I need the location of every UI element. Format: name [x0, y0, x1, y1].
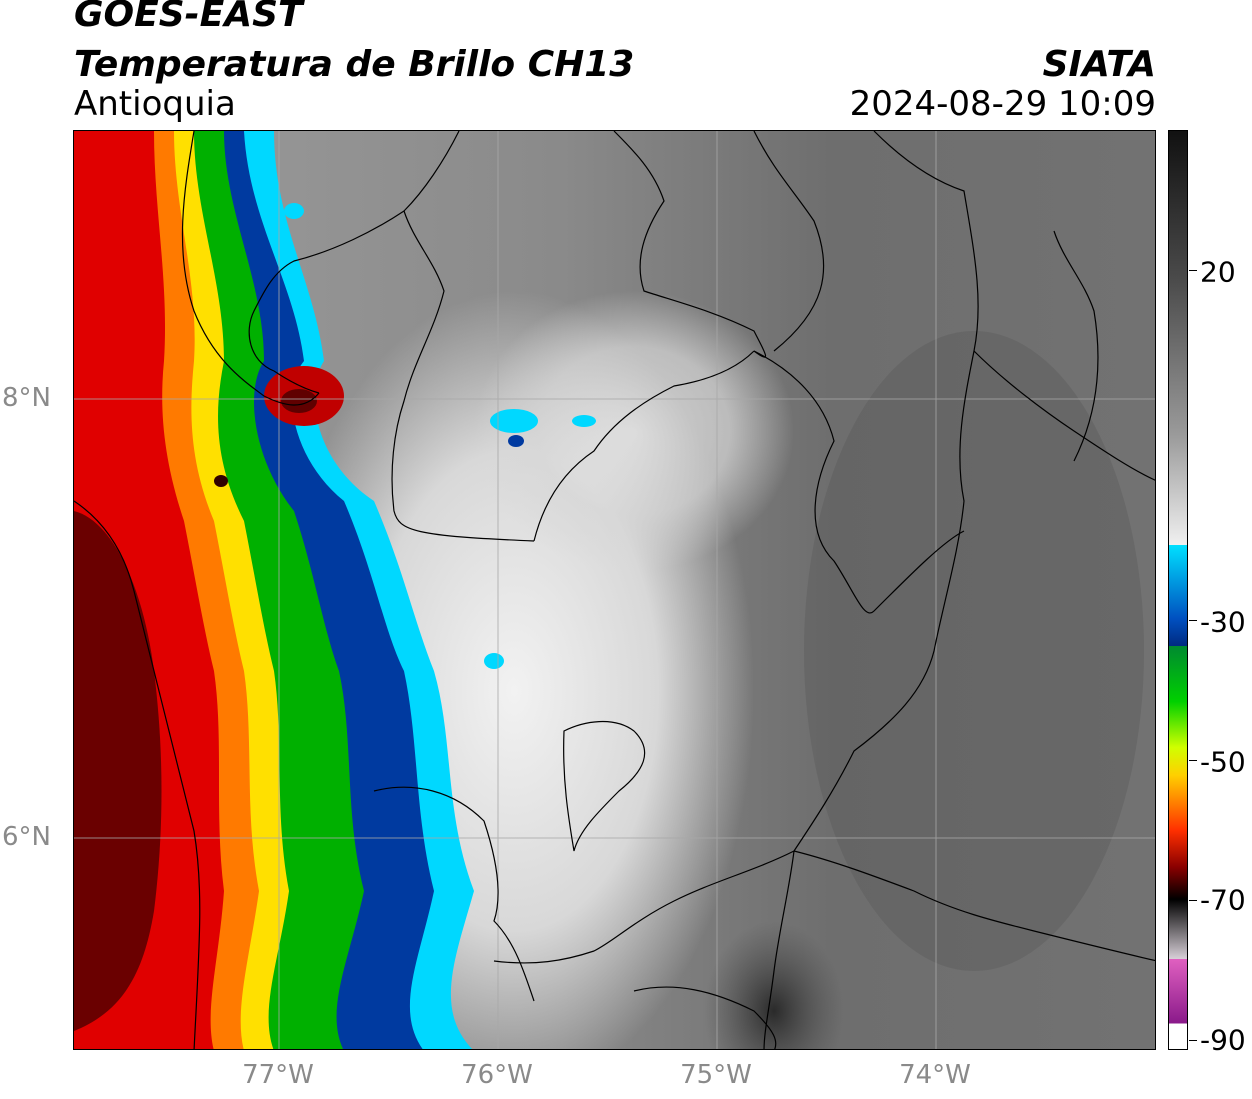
colorbar-label-20: 20 — [1200, 255, 1236, 289]
title-region: Antioquia — [74, 84, 236, 124]
lat-label-6n: 6°N — [2, 822, 51, 852]
colorbar-tick-m90 — [1189, 1040, 1197, 1041]
cold-spot-north-core — [281, 389, 317, 413]
dark-gray-east — [804, 331, 1144, 971]
cold-spot-small — [214, 475, 228, 487]
colorbar-label-m70: -70 — [1200, 883, 1246, 917]
colorbar-tick-m30 — [1189, 620, 1197, 621]
colorbar-tick-m50 — [1189, 760, 1197, 761]
title-agency: SIATA — [1042, 44, 1156, 85]
warm-valley — [704, 921, 844, 1049]
satellite-map — [73, 130, 1156, 1050]
lon-label-76w: 76°W — [461, 1060, 533, 1090]
title-product: Temperatura de Brillo CH13 — [74, 44, 635, 85]
title-satellite: GOES-EAST — [74, 0, 303, 35]
title-datetime: 2024-08-29 10:09 — [849, 84, 1156, 124]
colorbar-label-m50: -50 — [1200, 745, 1246, 779]
colorbar-label-m90: -90 — [1200, 1023, 1246, 1057]
bright-cloud-north — [474, 291, 794, 571]
isolated-cells — [284, 203, 596, 669]
colorbar-svg — [1169, 131, 1187, 1049]
colorbar-tick-20 — [1189, 270, 1197, 271]
boundaries — [74, 131, 1155, 1049]
cloud-core-darkred — [74, 511, 162, 1031]
lon-label-74w: 74°W — [899, 1060, 971, 1090]
colorbar — [1168, 130, 1188, 1050]
lat-label-8n: 8°N — [2, 383, 51, 413]
colorbar-label-m30: -30 — [1200, 605, 1246, 639]
isolated-cell-core — [508, 435, 524, 447]
lon-label-77w: 77°W — [242, 1060, 314, 1090]
map-svg — [74, 131, 1155, 1049]
lon-label-75w: 75°W — [680, 1060, 752, 1090]
gridlines — [74, 131, 1155, 1049]
colorbar-tick-m70 — [1189, 900, 1197, 901]
